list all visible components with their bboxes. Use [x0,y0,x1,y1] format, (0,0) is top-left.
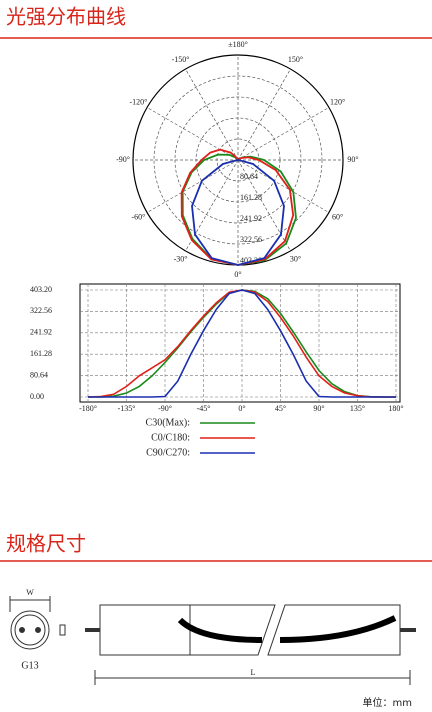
angle-label: 150° [288,55,303,64]
x-tick-label: 45° [275,404,286,413]
spoke [146,159,239,213]
angle-label: ±180° [228,40,248,49]
spoke [237,107,330,161]
angle-label: -120° [129,97,147,106]
angle-label: 90° [347,155,358,164]
legend-label: C0/C180: [151,432,190,443]
r-tick-label: 322.56 [240,235,262,244]
y-tick-label: 0.00 [30,392,44,401]
polar-curve [180,148,295,266]
dimension-drawing [9,596,416,685]
unit-label: 单位：mm [363,696,412,709]
legend-label: C30(Max): [146,417,190,428]
line-curve [88,289,396,398]
spoke [237,159,291,252]
angle-label: 30° [290,254,301,263]
angle-label: -60° [131,212,145,221]
cap-label: G13 [21,660,38,671]
angle-label: 120° [330,97,345,106]
x-tick-label: 180° [388,404,403,413]
x-tick-label: 135° [350,404,365,413]
x-tick-label: -135° [118,404,136,413]
y-tick-label: 161.28 [30,349,52,358]
legend-label: C90/C270: [146,447,190,458]
y-tick-label: 322.56 [30,306,52,315]
spoke [185,68,239,161]
section-title: 光强分布曲线 [6,5,126,29]
angle-label: 0° [234,270,241,279]
r-tick-label: 241.92 [240,214,262,223]
spoke [237,159,330,213]
x-tick-label: -180° [79,404,97,413]
plot-frame [79,283,401,403]
angle-label: -30° [174,254,188,263]
polar-curve [191,159,285,266]
r-tick-label: 161.28 [240,193,262,202]
spoke [146,107,239,161]
spoke [185,159,239,252]
angle-label: -150° [172,55,190,64]
x-tick-label: -45° [197,404,211,413]
length-label: L [251,668,256,677]
x-tick-label: -90° [158,404,172,413]
x-tick-label: 90° [313,404,324,413]
spoke [237,68,291,161]
angle-label: -90° [116,155,130,164]
width-label: W [26,588,34,597]
y-tick-label: 80.64 [30,370,48,379]
angle-label: 60° [332,212,343,221]
r-tick-label: 80.64 [240,172,258,181]
r-tick-label: 403.20 [240,256,262,265]
y-tick-label: 241.92 [30,328,52,337]
ring [153,75,323,245]
x-tick-label: 0° [238,404,245,413]
y-tick-label: 403.20 [30,285,52,294]
section-title: 规格尺寸 [6,532,86,556]
